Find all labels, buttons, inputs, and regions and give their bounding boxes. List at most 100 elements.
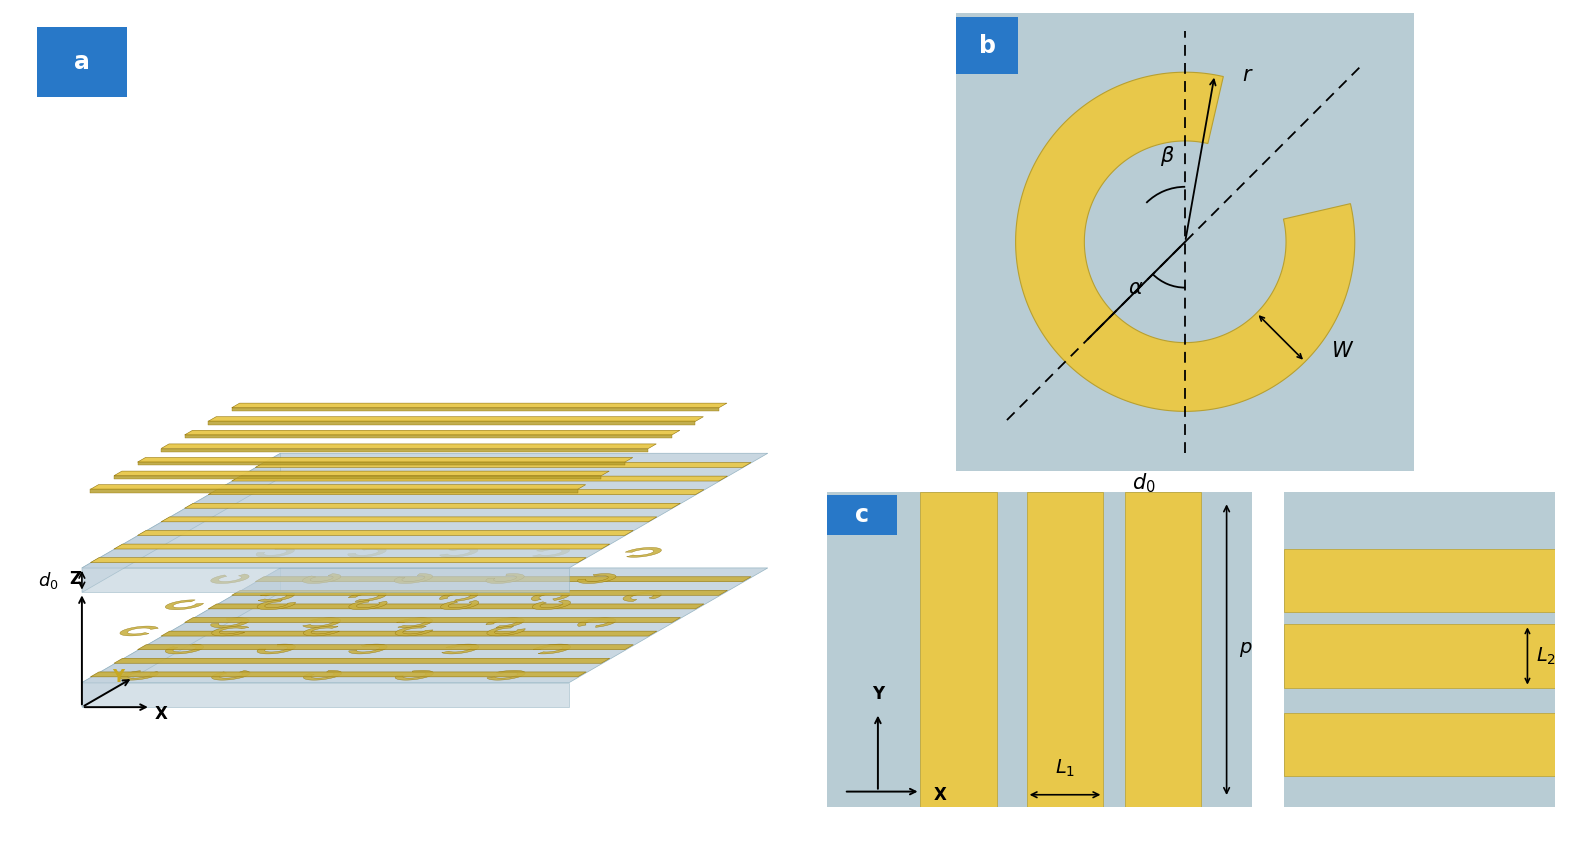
Polygon shape bbox=[90, 558, 586, 563]
Polygon shape bbox=[487, 670, 524, 680]
Text: Z: Z bbox=[69, 570, 82, 589]
Text: $d_0$: $d_0$ bbox=[1131, 472, 1156, 495]
Text: $\alpha$: $\alpha$ bbox=[1128, 278, 1143, 299]
Polygon shape bbox=[161, 631, 657, 636]
Polygon shape bbox=[113, 544, 610, 549]
Polygon shape bbox=[120, 670, 159, 680]
Polygon shape bbox=[211, 626, 249, 636]
Text: X: X bbox=[932, 785, 947, 804]
Polygon shape bbox=[397, 618, 433, 627]
Text: b: b bbox=[978, 34, 995, 58]
Polygon shape bbox=[258, 592, 295, 601]
Polygon shape bbox=[395, 670, 433, 680]
Text: $L_1$: $L_1$ bbox=[1055, 758, 1076, 779]
Polygon shape bbox=[257, 547, 295, 558]
Polygon shape bbox=[255, 577, 751, 582]
Polygon shape bbox=[120, 626, 158, 636]
Polygon shape bbox=[532, 600, 570, 610]
Polygon shape bbox=[82, 453, 767, 568]
Text: $r$: $r$ bbox=[1243, 65, 1254, 85]
Text: X: X bbox=[154, 706, 167, 723]
Text: $d_0$: $d_0$ bbox=[38, 569, 58, 590]
Text: Y: Y bbox=[112, 668, 124, 685]
Polygon shape bbox=[161, 517, 657, 521]
Text: $L_2$: $L_2$ bbox=[1536, 645, 1556, 667]
Polygon shape bbox=[232, 408, 720, 411]
Polygon shape bbox=[208, 604, 704, 609]
Polygon shape bbox=[232, 403, 728, 408]
Polygon shape bbox=[82, 568, 767, 683]
Polygon shape bbox=[184, 435, 673, 438]
Polygon shape bbox=[90, 484, 586, 489]
Bar bbox=[1027, 492, 1104, 807]
Text: $\beta$: $\beta$ bbox=[1159, 145, 1175, 168]
Polygon shape bbox=[113, 659, 610, 664]
Polygon shape bbox=[211, 670, 250, 680]
Text: $W$: $W$ bbox=[1331, 341, 1354, 361]
Polygon shape bbox=[487, 618, 524, 627]
Polygon shape bbox=[534, 644, 570, 654]
Text: c: c bbox=[855, 503, 869, 526]
Polygon shape bbox=[348, 592, 386, 601]
Polygon shape bbox=[161, 444, 657, 448]
Polygon shape bbox=[304, 670, 342, 680]
Polygon shape bbox=[578, 574, 616, 584]
Polygon shape bbox=[624, 592, 662, 601]
Polygon shape bbox=[487, 574, 524, 584]
Polygon shape bbox=[208, 489, 704, 495]
FancyBboxPatch shape bbox=[827, 495, 898, 535]
FancyBboxPatch shape bbox=[951, 8, 1419, 475]
Bar bbox=[1284, 548, 1555, 612]
Polygon shape bbox=[302, 574, 340, 584]
Bar bbox=[1284, 712, 1555, 775]
Polygon shape bbox=[137, 458, 633, 462]
Polygon shape bbox=[255, 463, 751, 468]
Polygon shape bbox=[257, 600, 296, 610]
Text: Y: Y bbox=[873, 685, 884, 703]
Polygon shape bbox=[302, 618, 340, 627]
Polygon shape bbox=[348, 600, 387, 610]
Polygon shape bbox=[439, 592, 477, 601]
Polygon shape bbox=[90, 489, 578, 493]
Polygon shape bbox=[348, 547, 386, 558]
Polygon shape bbox=[304, 626, 339, 636]
FancyBboxPatch shape bbox=[1280, 489, 1558, 811]
Polygon shape bbox=[165, 644, 203, 654]
Polygon shape bbox=[82, 683, 569, 707]
Polygon shape bbox=[439, 547, 477, 558]
Polygon shape bbox=[184, 617, 680, 622]
Polygon shape bbox=[1016, 72, 1354, 411]
Polygon shape bbox=[394, 574, 433, 584]
Text: a: a bbox=[74, 50, 90, 74]
Bar bbox=[1125, 492, 1202, 807]
Polygon shape bbox=[348, 644, 387, 654]
Polygon shape bbox=[113, 471, 610, 476]
Polygon shape bbox=[137, 531, 633, 536]
Polygon shape bbox=[532, 547, 570, 558]
Polygon shape bbox=[232, 590, 728, 595]
Bar bbox=[1284, 624, 1555, 688]
Polygon shape bbox=[137, 645, 633, 649]
FancyBboxPatch shape bbox=[822, 489, 1257, 811]
Bar bbox=[920, 492, 997, 807]
Polygon shape bbox=[487, 626, 524, 636]
Polygon shape bbox=[82, 568, 569, 593]
Polygon shape bbox=[625, 547, 661, 558]
Polygon shape bbox=[232, 476, 728, 481]
Polygon shape bbox=[211, 574, 249, 584]
Polygon shape bbox=[137, 462, 625, 465]
Polygon shape bbox=[443, 644, 479, 654]
Text: $p$: $p$ bbox=[1240, 640, 1254, 659]
Polygon shape bbox=[113, 476, 602, 479]
Polygon shape bbox=[531, 592, 570, 601]
Polygon shape bbox=[161, 448, 649, 452]
Polygon shape bbox=[395, 626, 433, 636]
Polygon shape bbox=[184, 503, 680, 508]
Polygon shape bbox=[165, 600, 203, 610]
Polygon shape bbox=[208, 421, 696, 425]
Polygon shape bbox=[82, 453, 280, 593]
Polygon shape bbox=[208, 417, 704, 421]
FancyBboxPatch shape bbox=[36, 28, 128, 97]
FancyBboxPatch shape bbox=[956, 17, 1017, 75]
Polygon shape bbox=[82, 568, 280, 707]
